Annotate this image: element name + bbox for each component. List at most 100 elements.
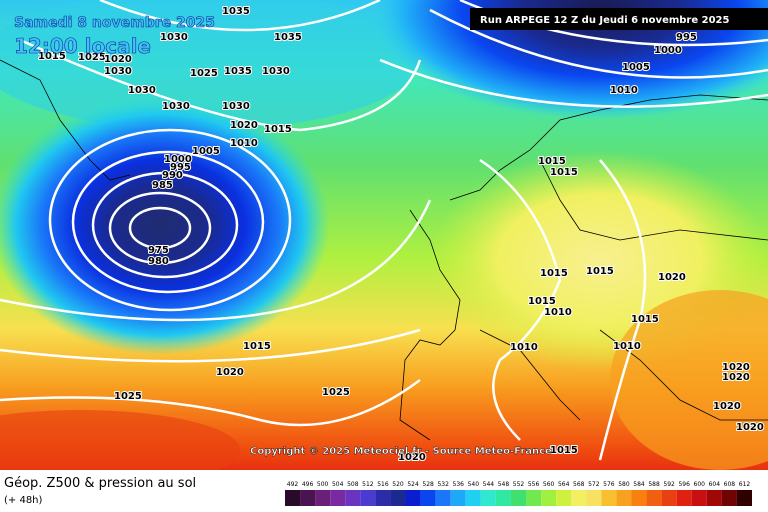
legend-label: 588 xyxy=(648,481,660,488)
legend-swatch xyxy=(450,490,466,506)
legend-swatch xyxy=(480,490,496,506)
isobar-label: 1025 xyxy=(322,387,350,398)
date-label: Samedi 8 novembre 2025 xyxy=(14,15,215,31)
legend-swatch xyxy=(601,490,617,506)
isobar-label: 1030 xyxy=(128,85,156,96)
isobar-label: 1015 xyxy=(243,341,271,352)
legend-swatch xyxy=(676,490,692,506)
legend-label: 608 xyxy=(724,481,736,488)
isobar-label: 1035 xyxy=(274,32,302,43)
isobar-label: 990 xyxy=(162,170,183,181)
legend-swatch xyxy=(300,490,316,506)
isobar-label: 985 xyxy=(152,180,173,191)
legend-label: 552 xyxy=(513,481,525,488)
legend-label: 584 xyxy=(633,481,645,488)
isobar-label: 1010 xyxy=(230,138,258,149)
legend-label: 508 xyxy=(347,481,359,488)
isobar-label: 1020 xyxy=(216,367,244,378)
isobar-label: 1025 xyxy=(114,391,142,402)
copyright: Copyright © 2025 Meteociel.fr - Source M… xyxy=(250,446,552,457)
legend-label: 612 xyxy=(739,481,751,488)
legend-label: 536 xyxy=(453,481,465,488)
legend-swatch xyxy=(616,490,632,506)
isobar-label: 1015 xyxy=(264,124,292,135)
legend-label: 512 xyxy=(362,481,374,488)
isobar-label: 1030 xyxy=(104,66,132,77)
legend-label: 564 xyxy=(558,481,570,488)
isobar-label: 1030 xyxy=(160,32,188,43)
legend-swatch xyxy=(556,490,572,506)
run-box xyxy=(470,8,768,30)
legend-swatch xyxy=(646,490,662,506)
isobar-label: 1035 xyxy=(224,66,252,77)
legend-swatch xyxy=(571,490,587,506)
isobar-label: 995 xyxy=(676,32,697,43)
legend-swatch xyxy=(390,490,406,506)
legend-swatch xyxy=(360,490,376,506)
legend-swatch xyxy=(345,490,361,506)
legend-swatch xyxy=(315,490,331,506)
isobar-label: 1015 xyxy=(631,314,659,325)
isobar-label: 1015 xyxy=(38,51,66,62)
legend-label: 504 xyxy=(332,481,344,488)
legend-swatch xyxy=(586,490,602,506)
legend-label: 528 xyxy=(422,481,434,488)
isobar-label: 1030 xyxy=(222,101,250,112)
isobar-label: 1030 xyxy=(162,101,190,112)
legend-label: 572 xyxy=(588,481,600,488)
legend-label: 520 xyxy=(392,481,404,488)
legend-label: 532 xyxy=(437,481,449,488)
legend-label: 600 xyxy=(694,481,706,488)
legend-label: 596 xyxy=(678,481,690,488)
isobar-label: 1015 xyxy=(550,167,578,178)
legend-label: 592 xyxy=(663,481,675,488)
legend-label: 560 xyxy=(543,481,555,488)
isobar-label: 1030 xyxy=(262,66,290,77)
legend-label: 544 xyxy=(483,481,495,488)
coastlines xyxy=(0,59,768,441)
legend-label: 548 xyxy=(498,481,510,488)
legend-swatch xyxy=(465,490,481,506)
isobar-label: 995 xyxy=(170,162,191,173)
legend-swatch xyxy=(526,490,542,506)
isobar-label: 1005 xyxy=(622,62,650,73)
isobar-label: 1015 xyxy=(586,266,614,277)
isobar-label: 1000 xyxy=(654,45,682,56)
time-label: 12:00 locale xyxy=(14,34,151,58)
legend-swatch xyxy=(375,490,391,506)
legend-label: 604 xyxy=(709,481,721,488)
legend-swatch xyxy=(420,490,436,506)
legend-swatch xyxy=(495,490,511,506)
footer-lead: (+ 48h) xyxy=(4,495,43,506)
legend-label: 524 xyxy=(407,481,419,488)
legend-swatch xyxy=(661,490,677,506)
isobar-label: 1015 xyxy=(540,268,568,279)
isobar-label: 1010 xyxy=(544,307,572,318)
isobar-label: 1020 xyxy=(398,452,426,463)
legend-swatch xyxy=(706,490,722,506)
legend-swatch xyxy=(435,490,451,506)
legend-swatch xyxy=(285,490,301,506)
legend-label: 516 xyxy=(377,481,389,488)
isobar-label: 1010 xyxy=(613,341,641,352)
legend-label: 576 xyxy=(603,481,615,488)
isobar-label: 1020 xyxy=(230,120,258,131)
legend-swatch xyxy=(541,490,557,506)
isobar-label: 1020 xyxy=(722,372,750,383)
isobar-label: 1010 xyxy=(610,85,638,96)
isobar-label: 1035 xyxy=(222,6,250,17)
footer-title: Géop. Z500 & pression au sol xyxy=(4,476,196,491)
isobar-label: 1020 xyxy=(104,54,132,65)
isobar-label: 1020 xyxy=(713,401,741,412)
isobar-label: 1015 xyxy=(538,156,566,167)
isobar-label: 980 xyxy=(148,256,169,267)
legend-swatch xyxy=(631,490,647,506)
isobar-label: 975 xyxy=(148,245,169,256)
isobar-label: 1020 xyxy=(658,272,686,283)
isobar-label: 1015 xyxy=(528,296,556,307)
legend-label: 496 xyxy=(302,481,314,488)
isobar-label: 1025 xyxy=(190,68,218,79)
